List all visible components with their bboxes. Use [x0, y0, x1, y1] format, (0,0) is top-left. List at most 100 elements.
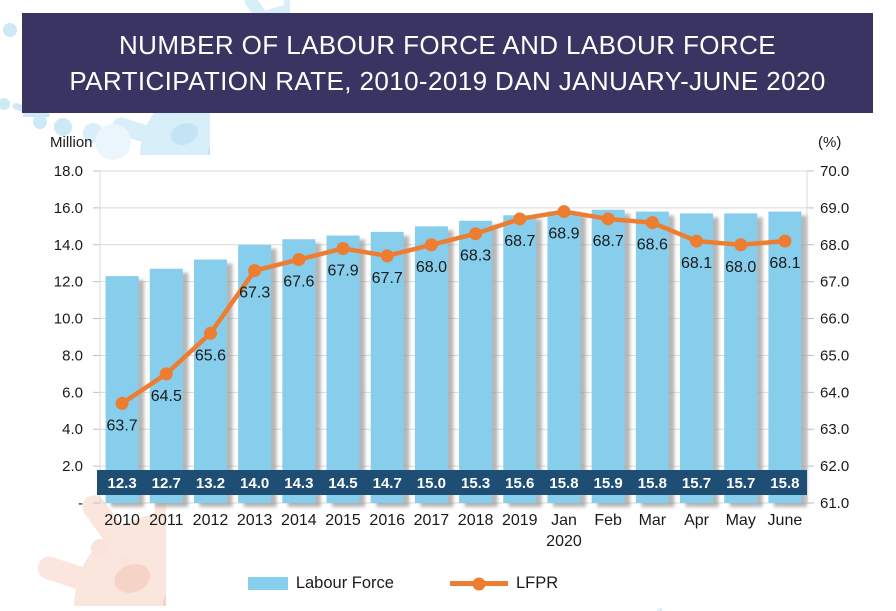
- lfpr-value-label: 68.3: [460, 248, 491, 265]
- bar-value-label: 14.0: [240, 475, 269, 492]
- x-axis-label: June: [768, 512, 803, 529]
- right-tick-label: 63.0: [820, 421, 849, 438]
- labour-force-bar: [414, 226, 448, 504]
- bar-value-label: 15.8: [638, 475, 667, 492]
- bar-value-label: 15.6: [505, 475, 534, 492]
- right-tick-label: 70.0: [820, 163, 849, 180]
- title-banner: NUMBER OF LABOUR FORCE AND LABOUR FORCE …: [22, 13, 873, 113]
- bar-value-label: 14.5: [328, 475, 357, 492]
- left-tick-label: 16.0: [54, 200, 83, 217]
- chart-title-line1: NUMBER OF LABOUR FORCE AND LABOUR FORCE: [118, 30, 777, 60]
- lfpr-marker: [690, 234, 704, 248]
- bar-value-label: 15.3: [461, 475, 490, 492]
- labour-force-bar: [547, 211, 581, 504]
- x-axis-label: Mar: [639, 512, 667, 529]
- lfpr-marker: [734, 238, 748, 252]
- legend-label-labour-force: Labour Force: [295, 574, 394, 592]
- labour-force-bar: [459, 220, 493, 504]
- bar-value-label: 15.8: [549, 475, 578, 492]
- legend-item-lfpr: LFPR: [449, 574, 559, 593]
- labour-force-bar: [768, 211, 802, 504]
- lfpr-swatch: [449, 577, 508, 590]
- bar-value-label: 12.7: [152, 475, 181, 492]
- x-axis-label: 2016: [369, 512, 405, 529]
- lfpr-value-label: 68.1: [769, 255, 800, 272]
- right-tick-label: 61.0: [820, 495, 849, 512]
- lfpr-marker: [645, 216, 659, 230]
- lfpr-value-label: 68.0: [725, 259, 756, 276]
- lfpr-marker: [248, 264, 262, 278]
- labour-force-swatch: [247, 577, 288, 590]
- decoration-dot: [3, 23, 17, 37]
- bar-value-label: 14.3: [284, 475, 313, 492]
- bar-value-label: 15.7: [682, 475, 711, 492]
- left-tick-label: 18.0: [54, 163, 83, 180]
- left-tick-label: 4.0: [62, 421, 83, 438]
- lfpr-marker: [203, 326, 217, 340]
- right-tick-label: 66.0: [820, 311, 849, 328]
- labour-force-bar: [105, 276, 139, 503]
- lfpr-value-label: 63.7: [107, 417, 138, 434]
- lfpr-value-label: 68.9: [548, 226, 579, 243]
- right-axis-title: (%): [818, 134, 842, 151]
- chart-title-line2: PARTICIPATION RATE, 2010-2019 DAN JANUAR…: [69, 66, 826, 96]
- lfpr-value-label: 67.6: [283, 274, 314, 291]
- lfpr-value-label: 65.6: [195, 347, 226, 364]
- lfpr-marker: [778, 234, 792, 248]
- x-axis-label: 2015: [325, 512, 361, 529]
- labour-force-bar: [635, 211, 669, 504]
- left-tick-label: -: [78, 495, 83, 512]
- labour-force-bar: [503, 215, 537, 503]
- bar-value-label: 12.3: [107, 475, 136, 492]
- bar-value-label: 15.7: [726, 475, 755, 492]
- decoration-dot: [95, 124, 131, 160]
- value-band: [97, 470, 807, 495]
- x-axis-label: 2018: [458, 512, 494, 529]
- decoration-dot: [0, 98, 10, 110]
- lfpr-marker: [159, 367, 173, 381]
- left-tick-label: 8.0: [62, 347, 83, 364]
- labour-force-bar: [680, 213, 714, 503]
- right-tick-label: 68.0: [820, 237, 849, 254]
- left-tick-label: 2.0: [62, 458, 83, 475]
- labour-force-bar: [370, 231, 404, 503]
- chart-legend: Labour Force LFPR: [0, 574, 806, 593]
- decoration-dot: [54, 118, 72, 136]
- x-axis-label: Jan: [551, 512, 577, 529]
- labour-force-bar: [591, 209, 625, 503]
- decoration-dot: [118, 554, 130, 566]
- lfpr-marker: [380, 249, 394, 263]
- labour-force-bar: [724, 213, 758, 503]
- bar-value-label: 13.2: [196, 475, 225, 492]
- labour-force-bar: [193, 259, 227, 503]
- x-axis-label: 2019: [502, 512, 538, 529]
- left-axis-title: Million: [50, 134, 93, 151]
- lfpr-marker: [557, 205, 571, 219]
- x-axis-label: 2010: [104, 512, 140, 529]
- bar-value-label: 15.0: [417, 475, 446, 492]
- x-axis-label: May: [726, 512, 756, 529]
- right-tick-label: 62.0: [820, 458, 849, 475]
- x-axis-label: 2013: [237, 512, 273, 529]
- left-tick-label: 10.0: [54, 311, 83, 328]
- lfpr-value-label: 67.9: [327, 262, 358, 279]
- bar-value-label: 15.9: [594, 475, 623, 492]
- left-tick-label: 12.0: [54, 274, 83, 291]
- right-tick-label: 65.0: [820, 347, 849, 364]
- x-axis-label: Apr: [684, 512, 710, 529]
- x-axis-label: 2012: [193, 512, 229, 529]
- lfpr-marker: [469, 227, 483, 241]
- bar-value-label: 14.7: [373, 475, 402, 492]
- lfpr-value-label: 68.7: [593, 233, 624, 250]
- legend-label-lfpr: LFPR: [515, 574, 559, 592]
- lfpr-value-label: 68.6: [637, 237, 668, 254]
- x-axis-label: 2011: [149, 512, 184, 529]
- lfpr-swatch-marker: [472, 577, 486, 590]
- lfpr-value-label: 64.5: [151, 388, 182, 405]
- lfpr-value-label: 68.7: [504, 233, 535, 250]
- lfpr-marker: [513, 212, 527, 226]
- right-tick-label: 67.0: [820, 274, 849, 291]
- lfpr-value-label: 67.7: [372, 270, 403, 287]
